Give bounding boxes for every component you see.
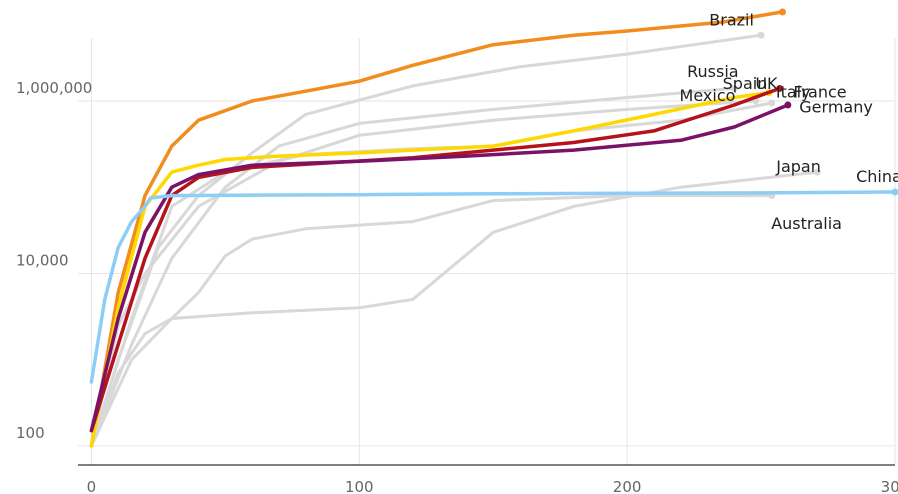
- series-label-mexico: Mexico: [680, 86, 736, 105]
- series-label-uk: UK: [755, 74, 778, 93]
- y-tick-label: 1,000,000: [16, 79, 92, 97]
- series-line-germany: [89, 103, 790, 433]
- y-tick-label: 10,000: [16, 251, 69, 269]
- series-label-china: China: [856, 167, 898, 186]
- y-tick-label: 100: [16, 424, 45, 442]
- series-label-germany: Germany: [799, 97, 873, 116]
- series-end-point-us: [778, 8, 786, 16]
- x-tick-label: 100: [345, 478, 374, 494]
- series-line-unlabeled: [89, 170, 819, 448]
- series-label-spain: Spain: [723, 74, 768, 93]
- series-line-spain: [89, 90, 771, 448]
- series-end-point-china: [891, 188, 898, 196]
- series-labels: USBrazilRussiaSpainUKMexicoItalyFranceGe…: [680, 11, 898, 233]
- series-line-china: [89, 190, 897, 384]
- series-end-point-germany: [784, 101, 792, 109]
- series-end-point: [813, 168, 821, 176]
- series-line-unlabeled: [89, 33, 763, 448]
- series-end-point: [768, 99, 776, 107]
- axes: 0 100 200 300 100 10,000 1,000,000: [16, 79, 898, 494]
- series-label-italy: Italy: [776, 82, 811, 101]
- x-tick-label: 300: [881, 478, 898, 494]
- series-label-france: France: [793, 82, 846, 101]
- series-label-japan: Japan: [775, 157, 821, 176]
- series-line-unlabeled: [89, 194, 774, 448]
- series-label-brazil: Brazil: [709, 11, 754, 30]
- x-tick-label: 200: [613, 478, 642, 494]
- series-line-us: [89, 10, 785, 448]
- x-tick-label: 0: [87, 478, 97, 494]
- series-lines: [89, 8, 898, 448]
- series-end-point: [757, 31, 765, 39]
- series-label-australia: Australia: [771, 214, 842, 233]
- series-label-russia: Russia: [687, 62, 738, 81]
- series-line-unlabeled: [89, 86, 736, 448]
- series-end-point-france: [776, 84, 784, 92]
- series-end-point: [730, 84, 738, 92]
